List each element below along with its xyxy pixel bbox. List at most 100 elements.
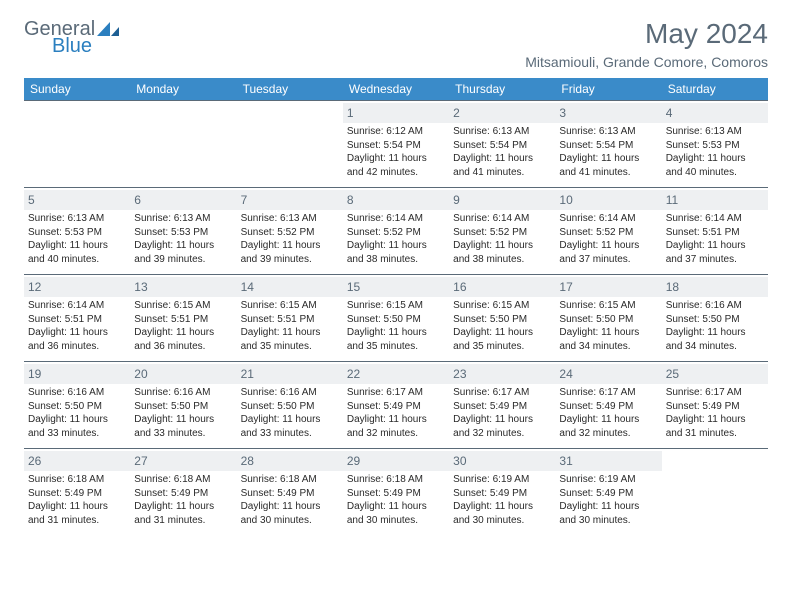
sunrise-text: Sunrise: 6:13 AM [241, 212, 339, 226]
month-title: May 2024 [525, 18, 768, 50]
calendar-day-cell: 21Sunrise: 6:16 AMSunset: 5:50 PMDayligh… [237, 362, 343, 448]
day-number-bar: 9 [449, 190, 555, 210]
sunrise-text: Sunrise: 6:15 AM [559, 299, 657, 313]
sunrise-text: Sunrise: 6:18 AM [134, 473, 232, 487]
day-number-bar: 5 [24, 190, 130, 210]
calendar-day-cell: 18Sunrise: 6:16 AMSunset: 5:50 PMDayligh… [662, 275, 768, 361]
calendar-day-cell: 4Sunrise: 6:13 AMSunset: 5:53 PMDaylight… [662, 101, 768, 187]
sunset-text: Sunset: 5:49 PM [28, 487, 126, 501]
calendar-week-row: 12 Sunrise: 6:14 AMSunset: 5:51 PMDayligh… [24, 274, 768, 361]
day-sun-info: Sunrise: 6:17 AMSunset: 5:49 PMDaylight:… [453, 386, 551, 440]
sunrise-text: Sunrise: 6:12 AM [347, 125, 445, 139]
calendar-day-cell: 8 Sunrise: 6:14 AMSunset: 5:52 PMDaylight… [343, 188, 449, 274]
calendar-day-cell: 17Sunrise: 6:15 AMSunset: 5:50 PMDayligh… [555, 275, 661, 361]
calendar-day-cell: 25Sunrise: 6:17 AMSunset: 5:49 PMDayligh… [662, 362, 768, 448]
daylight-text: Daylight: 11 hours and 30 minutes. [559, 500, 657, 527]
day-number-bar: 11 [662, 190, 768, 210]
daylight-text: Daylight: 11 hours and 33 minutes. [241, 413, 339, 440]
day-number: 8 [347, 193, 354, 207]
day-number-bar: 23 [449, 364, 555, 384]
sunrise-text: Sunrise: 6:14 AM [453, 212, 551, 226]
weekday-header: Thursday [449, 78, 555, 100]
sunset-text: Sunset: 5:49 PM [666, 400, 764, 414]
sunset-text: Sunset: 5:49 PM [347, 487, 445, 501]
sunset-text: Sunset: 5:49 PM [134, 487, 232, 501]
sunset-text: Sunset: 5:53 PM [666, 139, 764, 153]
day-number: 12 [28, 280, 41, 294]
day-sun-info: Sunrise: 6:19 AMSunset: 5:49 PMDaylight:… [453, 473, 551, 527]
sunrise-text: Sunrise: 6:13 AM [453, 125, 551, 139]
calendar-day-cell: 1Sunrise: 6:12 AMSunset: 5:54 PMDaylight… [343, 101, 449, 187]
sunset-text: Sunset: 5:50 PM [347, 313, 445, 327]
day-number-bar: 28 [237, 451, 343, 471]
calendar-day-cell: 13Sunrise: 6:15 AMSunset: 5:51 PMDayligh… [130, 275, 236, 361]
day-number: 24 [559, 367, 572, 381]
day-sun-info: Sunrise: 6:18 AMSunset: 5:49 PMDaylight:… [241, 473, 339, 527]
sunset-text: Sunset: 5:51 PM [28, 313, 126, 327]
day-number: 16 [453, 280, 466, 294]
logo: GeneralBlue [24, 18, 119, 58]
calendar-day-cell: 23Sunrise: 6:17 AMSunset: 5:49 PMDayligh… [449, 362, 555, 448]
sunrise-text: Sunrise: 6:19 AM [559, 473, 657, 487]
day-sun-info: Sunrise: 6:14 AMSunset: 5:51 PMDaylight:… [666, 212, 764, 266]
day-sun-info: Sunrise: 6:19 AMSunset: 5:49 PMDaylight:… [559, 473, 657, 527]
day-number: 2 [453, 106, 460, 120]
day-sun-info: Sunrise: 6:14 AMSunset: 5:51 PMDaylight:… [28, 299, 126, 353]
sunset-text: Sunset: 5:49 PM [347, 400, 445, 414]
day-number: 9 [453, 193, 460, 207]
sunset-text: Sunset: 5:49 PM [559, 487, 657, 501]
daylight-text: Daylight: 11 hours and 30 minutes. [347, 500, 445, 527]
daylight-text: Daylight: 11 hours and 35 minutes. [453, 326, 551, 353]
daylight-text: Daylight: 11 hours and 40 minutes. [28, 239, 126, 266]
sunrise-text: Sunrise: 6:18 AM [28, 473, 126, 487]
sunset-text: Sunset: 5:50 PM [241, 400, 339, 414]
day-number: 17 [559, 280, 572, 294]
calendar-day-cell: 24Sunrise: 6:17 AMSunset: 5:49 PMDayligh… [555, 362, 661, 448]
day-number: 27 [134, 454, 147, 468]
sunrise-text: Sunrise: 6:16 AM [134, 386, 232, 400]
daylight-text: Daylight: 11 hours and 41 minutes. [453, 152, 551, 179]
sunset-text: Sunset: 5:49 PM [241, 487, 339, 501]
daylight-text: Daylight: 11 hours and 39 minutes. [134, 239, 232, 266]
calendar-day-cell: 31Sunrise: 6:19 AMSunset: 5:49 PMDayligh… [555, 449, 661, 535]
day-number-bar: 26 [24, 451, 130, 471]
day-number: 11 [666, 193, 678, 207]
title-block: May 2024 Mitsamiouli, Grande Comore, Com… [525, 18, 768, 70]
daylight-text: Daylight: 11 hours and 34 minutes. [559, 326, 657, 353]
sunrise-text: Sunrise: 6:16 AM [28, 386, 126, 400]
daylight-text: Daylight: 11 hours and 30 minutes. [241, 500, 339, 527]
sunset-text: Sunset: 5:52 PM [347, 226, 445, 240]
weekday-header: Tuesday [237, 78, 343, 100]
daylight-text: Daylight: 11 hours and 38 minutes. [347, 239, 445, 266]
day-sun-info: Sunrise: 6:14 AMSunset: 5:52 PMDaylight:… [559, 212, 657, 266]
calendar-day-cell: 6Sunrise: 6:13 AMSunset: 5:53 PMDaylight… [130, 188, 236, 274]
day-sun-info: Sunrise: 6:16 AMSunset: 5:50 PMDaylight:… [134, 386, 232, 440]
sunrise-text: Sunrise: 6:15 AM [453, 299, 551, 313]
calendar-day-cell: 30Sunrise: 6:19 AMSunset: 5:49 PMDayligh… [449, 449, 555, 535]
calendar-day-cell: 12 Sunrise: 6:14 AMSunset: 5:51 PMDayligh… [24, 275, 130, 361]
day-number: 25 [666, 367, 679, 381]
weekday-header: Sunday [24, 78, 130, 100]
sunset-text: Sunset: 5:52 PM [453, 226, 551, 240]
calendar-day-cell: 14Sunrise: 6:15 AMSunset: 5:51 PMDayligh… [237, 275, 343, 361]
calendar-day-cell: 16Sunrise: 6:15 AMSunset: 5:50 PMDayligh… [449, 275, 555, 361]
day-sun-info: Sunrise: 6:16 AMSunset: 5:50 PMDaylight:… [241, 386, 339, 440]
sunset-text: Sunset: 5:50 PM [666, 313, 764, 327]
day-number: 13 [134, 280, 147, 294]
sunset-text: Sunset: 5:50 PM [28, 400, 126, 414]
calendar-week-row: 26Sunrise: 6:18 AMSunset: 5:49 PMDayligh… [24, 448, 768, 535]
sunset-text: Sunset: 5:51 PM [134, 313, 232, 327]
weekday-header: Friday [555, 78, 661, 100]
daylight-text: Daylight: 11 hours and 31 minutes. [666, 413, 764, 440]
day-number-bar: 19 [24, 364, 130, 384]
sunrise-text: Sunrise: 6:14 AM [347, 212, 445, 226]
day-number-bar: 20 [130, 364, 236, 384]
day-sun-info: Sunrise: 6:16 AMSunset: 5:50 PMDaylight:… [666, 299, 764, 353]
day-number-bar: 18 [662, 277, 768, 297]
calendar-day-cell [662, 449, 768, 535]
day-sun-info: Sunrise: 6:15 AMSunset: 5:51 PMDaylight:… [241, 299, 339, 353]
calendar-day-cell: 5Sunrise: 6:13 AMSunset: 5:53 PMDaylight… [24, 188, 130, 274]
sunrise-text: Sunrise: 6:16 AM [241, 386, 339, 400]
day-number: 29 [347, 454, 360, 468]
sunrise-text: Sunrise: 6:16 AM [666, 299, 764, 313]
